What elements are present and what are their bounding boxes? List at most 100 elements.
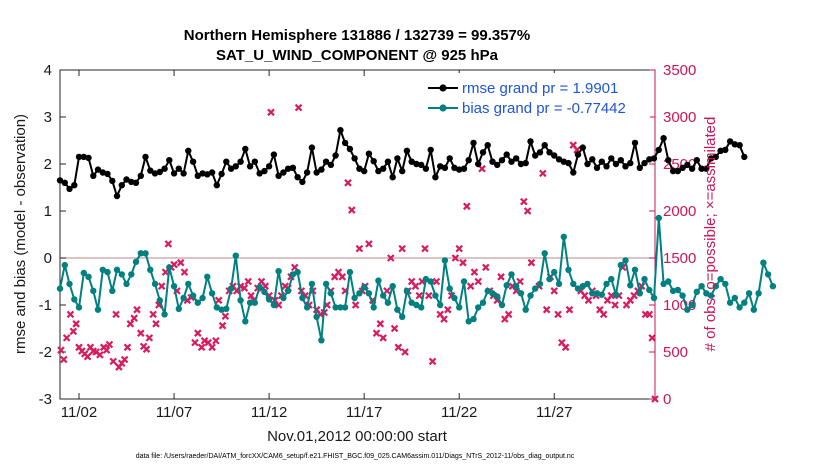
obs-marker-stroke [440, 315, 448, 323]
obs-marker-stroke [105, 340, 114, 349]
bias-point [299, 294, 306, 302]
obs-marker-stroke [550, 287, 559, 295]
obs-marker [137, 329, 145, 337]
obs-marker-stroke [459, 258, 467, 267]
obs-marker [463, 202, 471, 211]
obs-marker [274, 301, 283, 309]
obs-marker-stroke [386, 254, 395, 262]
bias-point [151, 280, 159, 288]
obs-marker-stroke [478, 164, 486, 173]
obs-marker [69, 327, 78, 336]
obs-marker [120, 355, 129, 364]
obs-marker [145, 334, 154, 342]
obs-marker-stroke [596, 305, 604, 314]
rmse-point [142, 153, 149, 161]
obs-marker [176, 258, 185, 267]
obs-marker-stroke [520, 197, 528, 206]
rmse-point [627, 159, 634, 167]
rmse-point [399, 167, 406, 175]
bias-point [380, 292, 387, 299]
rmse-point [403, 147, 411, 154]
obs-marker [62, 334, 71, 342]
obs-marker [466, 282, 475, 290]
rmse-point [118, 182, 126, 189]
bias-point [764, 271, 772, 278]
bias-point [598, 291, 605, 298]
rmse-point [365, 150, 373, 157]
chart-title-line-2: SAT_U_WIND_COMPONENT @ 925 hPa [216, 47, 499, 64]
bias-point [422, 275, 430, 283]
obs-marker-stroke [62, 334, 71, 342]
rmse-point [299, 178, 306, 186]
rmse-point [674, 167, 681, 175]
rmse-point [494, 161, 501, 169]
obs-marker [474, 277, 482, 286]
x-tick-label: 11/07 [156, 404, 192, 421]
obs-marker [244, 277, 252, 286]
bias-point [650, 294, 658, 302]
bias-point [498, 301, 506, 309]
bias-point [261, 288, 268, 295]
obs-marker-stroke [89, 347, 98, 355]
rmse-point [451, 164, 458, 171]
obs-marker-stroke [558, 338, 566, 347]
obs-marker-stroke [145, 334, 154, 342]
y-tick-label-left: -2 [39, 344, 52, 361]
obs-marker [470, 268, 479, 276]
obs-marker [123, 343, 132, 352]
obs-marker-stroke [69, 327, 78, 336]
bias-point [726, 299, 734, 306]
rmse-point [56, 177, 64, 184]
legend-box [420, 73, 650, 119]
obs-marker-stroke [221, 312, 230, 321]
obs-marker-stroke [247, 291, 255, 300]
bias-point [294, 268, 301, 276]
obs-marker-stroke [407, 277, 416, 286]
bias-point [674, 286, 681, 294]
obs-marker-stroke [161, 268, 170, 276]
rmse-point [622, 163, 629, 170]
rmse-point [147, 167, 154, 174]
bias-point [427, 278, 434, 285]
obs-marker-stroke [648, 334, 656, 342]
obs-marker [504, 310, 513, 319]
rmse-point [441, 164, 449, 171]
bias-point [403, 287, 411, 295]
bias-point [199, 294, 206, 302]
obs-marker-stroke [86, 343, 95, 352]
y-tick-label-right: 2000 [663, 203, 696, 220]
x-axis: 11/02 11/07 11/12 11/17 11/22 11/27 [61, 70, 572, 421]
obs-marker-stroke [447, 291, 456, 300]
rmse-point [113, 192, 121, 200]
plot-frame [59, 69, 656, 400]
obs-marker-stroke [334, 268, 343, 276]
rmse-point [555, 156, 563, 163]
y-tick-label-left: -1 [39, 297, 52, 314]
rmse-point [456, 166, 463, 173]
y-tick-label-left: 2 [44, 156, 52, 173]
obs-marker-stroke [194, 329, 202, 337]
obs-marker [432, 277, 441, 286]
y-axis-label-left: rmse and bias (model - observation) [12, 114, 29, 354]
rmse-point [636, 164, 643, 171]
obs-marker-stroke [355, 244, 364, 253]
rmse-point [427, 146, 434, 154]
obs-marker [421, 244, 429, 253]
obs-marker-stroke [542, 305, 551, 314]
rmse-point [570, 169, 577, 176]
rmse-point [422, 165, 430, 172]
bias-point [71, 296, 78, 303]
bias-point [565, 266, 572, 273]
bias-point [313, 313, 320, 320]
obs-marker [149, 310, 157, 319]
rmse-point [161, 165, 168, 172]
obs-marker-stroke [379, 334, 387, 342]
obs-marker-stroke [651, 395, 659, 403]
bias-point [570, 280, 577, 288]
obs-marker [383, 287, 391, 295]
obs-marker [191, 338, 199, 347]
bias-point [479, 299, 487, 306]
obs-marker-stroke [421, 244, 429, 253]
obs-marker-stroke [123, 343, 132, 352]
obs-marker [398, 244, 406, 253]
